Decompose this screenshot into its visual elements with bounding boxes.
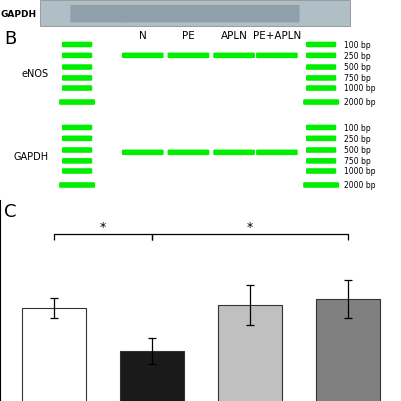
Text: N: N — [138, 30, 146, 41]
FancyBboxPatch shape — [122, 6, 182, 23]
Text: 500 bp: 500 bp — [343, 146, 370, 155]
Text: GAPDH: GAPDH — [13, 152, 48, 162]
Text: 250 bp: 250 bp — [343, 51, 369, 61]
Text: GAPDH: GAPDH — [0, 10, 36, 18]
FancyBboxPatch shape — [182, 6, 243, 23]
Bar — [120, 351, 183, 401]
Text: 1000 bp: 1000 bp — [343, 167, 374, 176]
Text: eNOS: eNOS — [21, 69, 48, 79]
Text: *: * — [246, 221, 253, 233]
Text: 1000 bp: 1000 bp — [343, 84, 374, 93]
Bar — [316, 299, 379, 401]
Bar — [22, 308, 85, 401]
Text: 100 bp: 100 bp — [343, 124, 369, 132]
Text: *: * — [99, 221, 106, 233]
Text: C: C — [4, 203, 16, 221]
FancyBboxPatch shape — [70, 6, 130, 23]
Text: PE+APLN: PE+APLN — [252, 30, 300, 41]
Text: PE: PE — [182, 30, 194, 41]
Text: 100 bp: 100 bp — [343, 41, 369, 50]
Bar — [218, 305, 281, 401]
Text: B: B — [4, 30, 16, 48]
Text: 250 bp: 250 bp — [343, 134, 369, 143]
Text: 750 bp: 750 bp — [343, 157, 370, 166]
FancyBboxPatch shape — [239, 6, 299, 23]
Text: 2000 bp: 2000 bp — [343, 98, 374, 107]
Text: 2000 bp: 2000 bp — [343, 181, 374, 190]
Bar — [40, 2, 349, 27]
Text: APLN: APLN — [220, 30, 247, 41]
Text: 750 bp: 750 bp — [343, 74, 370, 83]
Text: 500 bp: 500 bp — [343, 63, 370, 72]
